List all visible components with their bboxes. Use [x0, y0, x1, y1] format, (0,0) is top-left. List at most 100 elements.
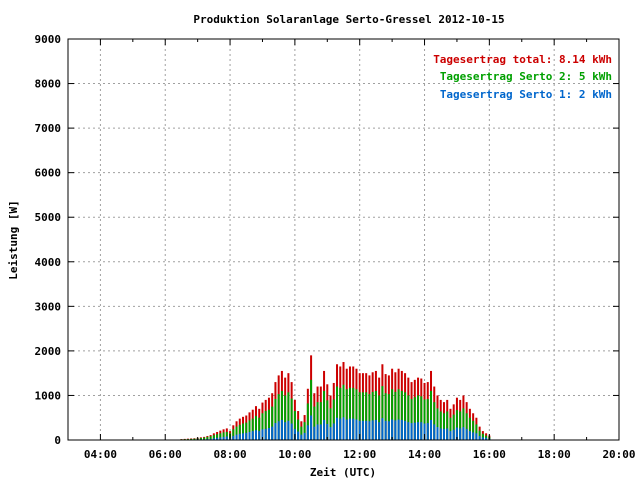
- bar-serto1: [449, 431, 452, 440]
- bar-serto1: [410, 423, 413, 440]
- bar-serto2: [326, 400, 329, 440]
- bar-serto2: [358, 392, 361, 440]
- bar-serto2: [248, 420, 251, 440]
- bar-serto1: [225, 436, 228, 440]
- bar-serto1: [348, 418, 351, 440]
- bar-serto2: [323, 390, 326, 440]
- bar-serto1: [452, 429, 455, 440]
- bar-serto1: [280, 419, 283, 440]
- bar-serto2: [361, 392, 364, 440]
- bar-serto1: [446, 428, 449, 440]
- bar-serto1: [455, 427, 458, 440]
- bar-serto2: [365, 392, 368, 440]
- bar-serto1: [342, 417, 345, 440]
- bar-serto1: [404, 420, 407, 440]
- bar-serto2: [397, 389, 400, 440]
- bar-serto1: [472, 432, 475, 440]
- bar-serto1: [274, 423, 277, 440]
- bar-serto2: [203, 437, 206, 440]
- bar-serto2: [264, 411, 267, 440]
- legend-serto2: Tagesertrag Serto 2: 5 kWh: [440, 70, 612, 83]
- bar-serto2: [410, 399, 413, 440]
- bar-serto2: [430, 390, 433, 440]
- bar-serto2: [417, 395, 420, 440]
- bar-serto2: [293, 411, 296, 440]
- bars: [180, 355, 491, 440]
- bar-serto2: [280, 390, 283, 440]
- bar-serto2: [436, 408, 439, 440]
- chart-title: Produktion Solaranlage Serto-Gressel 201…: [193, 13, 504, 26]
- bar-serto2: [319, 402, 322, 440]
- bar-serto2: [225, 431, 228, 440]
- bar-serto2: [478, 430, 481, 440]
- bar-serto2: [413, 397, 416, 440]
- x-axis: 04:00 06:00 08:00 10:00 12:00 14:00 16:00 18:00…: [67, 39, 636, 461]
- bar-serto2: [439, 411, 442, 440]
- bar-serto2: [238, 424, 241, 440]
- bar-serto2: [232, 429, 235, 440]
- bar-serto1: [387, 421, 390, 440]
- bar-serto1: [242, 433, 245, 440]
- bar-serto2: [481, 433, 484, 440]
- bar-serto1: [313, 426, 316, 440]
- bar-serto2: [310, 379, 313, 440]
- bar-serto1: [413, 422, 416, 440]
- bar-serto1: [475, 433, 478, 440]
- bar-serto1: [319, 424, 322, 440]
- bar-serto1: [442, 428, 445, 440]
- bar-serto2: [300, 426, 303, 440]
- bar-serto1: [462, 427, 465, 440]
- bar-serto1: [420, 422, 423, 440]
- bar-serto1: [306, 425, 309, 440]
- x-tick-label: 14:00: [408, 448, 441, 461]
- bar-serto1: [426, 423, 429, 440]
- grid: [68, 39, 619, 440]
- bar-serto1: [423, 423, 426, 440]
- x-tick-label: 10:00: [278, 448, 311, 461]
- bar-serto1: [316, 424, 319, 440]
- bar-serto1: [358, 420, 361, 440]
- bar-serto1: [436, 427, 439, 440]
- bar-serto2: [219, 433, 222, 440]
- bar-serto2: [459, 411, 462, 440]
- bar-serto2: [277, 394, 280, 440]
- bar-serto1: [384, 420, 387, 440]
- x-tick-label: 08:00: [213, 448, 246, 461]
- bar-serto2: [387, 394, 390, 440]
- bar-serto1: [235, 434, 238, 440]
- x-tick-label: 18:00: [538, 448, 571, 461]
- bar-serto1: [209, 438, 212, 440]
- x-tick-label: 04:00: [84, 448, 117, 461]
- bar-serto1: [310, 415, 313, 440]
- y-axis: 0 1000 2000 3000 4000 5000 6000 7000 8000 9000: [35, 33, 619, 447]
- bar-serto2: [442, 413, 445, 440]
- bar-serto1: [368, 421, 371, 440]
- bar-serto2: [472, 420, 475, 440]
- bar-serto1: [361, 420, 364, 440]
- bar-serto1: [323, 419, 326, 440]
- bar-serto2: [368, 394, 371, 440]
- bar-serto1: [400, 419, 403, 440]
- bar-serto2: [446, 411, 449, 440]
- y-tick-label: 4000: [35, 256, 62, 269]
- bar-serto1: [261, 429, 264, 440]
- bar-serto2: [193, 438, 196, 440]
- bar-serto2: [391, 389, 394, 440]
- bar-serto2: [209, 436, 212, 440]
- bar-serto2: [251, 418, 254, 440]
- bar-serto1: [232, 435, 235, 440]
- y-axis-label: Leistung [W]: [7, 200, 20, 279]
- bar-serto1: [267, 427, 270, 440]
- bar-serto2: [423, 399, 426, 440]
- bar-serto2: [394, 391, 397, 440]
- bar-serto1: [287, 420, 290, 440]
- bar-serto1: [339, 418, 342, 440]
- bar-serto2: [235, 426, 238, 440]
- bar-serto2: [374, 390, 377, 440]
- bar-serto1: [345, 419, 348, 440]
- bar-serto2: [190, 438, 193, 440]
- bar-serto1: [459, 428, 462, 440]
- bar-serto2: [212, 435, 215, 440]
- x-tick-label: 16:00: [473, 448, 506, 461]
- bar-serto1: [394, 420, 397, 440]
